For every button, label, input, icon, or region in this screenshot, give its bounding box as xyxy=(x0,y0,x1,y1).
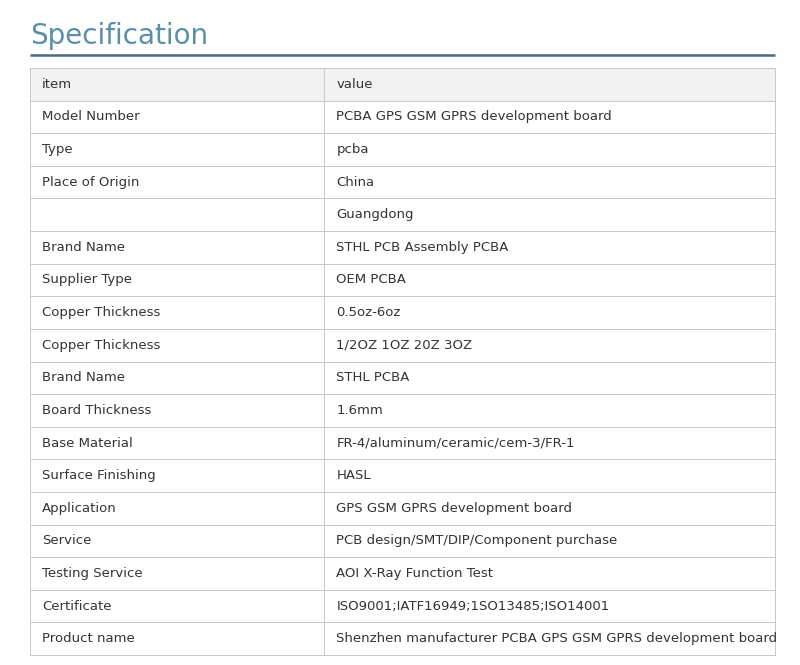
Bar xyxy=(324,231,775,263)
Bar xyxy=(324,525,775,557)
Bar xyxy=(324,427,775,460)
Text: value: value xyxy=(336,78,373,91)
Bar xyxy=(324,394,775,427)
Bar xyxy=(324,329,775,362)
Text: Service: Service xyxy=(42,535,91,547)
Bar xyxy=(30,622,324,655)
Bar xyxy=(324,68,775,100)
Bar xyxy=(30,166,324,198)
Bar xyxy=(30,263,324,297)
Bar xyxy=(324,460,775,492)
Bar xyxy=(30,329,324,362)
Text: PCB design/SMT/DIP/Component purchase: PCB design/SMT/DIP/Component purchase xyxy=(336,535,618,547)
Text: GPS GSM GPRS development board: GPS GSM GPRS development board xyxy=(336,502,572,515)
Text: Brand Name: Brand Name xyxy=(42,241,125,254)
Bar xyxy=(324,492,775,525)
Bar xyxy=(30,492,324,525)
Bar xyxy=(324,590,775,622)
Bar xyxy=(324,100,775,133)
Text: Certificate: Certificate xyxy=(42,600,111,612)
Text: Shenzhen manufacturer PCBA GPS GSM GPRS development board: Shenzhen manufacturer PCBA GPS GSM GPRS … xyxy=(336,632,778,645)
Text: Brand Name: Brand Name xyxy=(42,371,125,384)
Bar xyxy=(30,460,324,492)
Text: AOI X-Ray Function Test: AOI X-Ray Function Test xyxy=(336,567,494,580)
Bar xyxy=(30,297,324,329)
Text: item: item xyxy=(42,78,72,91)
Text: Base Material: Base Material xyxy=(42,436,133,450)
Text: 0.5oz-6oz: 0.5oz-6oz xyxy=(336,306,401,319)
Bar xyxy=(324,198,775,231)
Bar xyxy=(324,166,775,198)
Text: Specification: Specification xyxy=(30,22,208,50)
Text: Supplier Type: Supplier Type xyxy=(42,273,132,287)
Bar xyxy=(30,231,324,263)
Bar xyxy=(30,557,324,590)
Text: Product name: Product name xyxy=(42,632,134,645)
Text: ISO9001;IATF16949;1SO13485;ISO14001: ISO9001;IATF16949;1SO13485;ISO14001 xyxy=(336,600,610,612)
Text: Copper Thickness: Copper Thickness xyxy=(42,306,160,319)
Bar xyxy=(30,590,324,622)
Bar xyxy=(324,133,775,166)
Text: Type: Type xyxy=(42,143,73,156)
Bar xyxy=(30,68,324,100)
Text: Application: Application xyxy=(42,502,117,515)
Text: STHL PCB Assembly PCBA: STHL PCB Assembly PCBA xyxy=(336,241,509,254)
Text: Copper Thickness: Copper Thickness xyxy=(42,338,160,352)
Bar xyxy=(324,263,775,297)
Text: FR-4/aluminum/ceramic/cem-3/FR-1: FR-4/aluminum/ceramic/cem-3/FR-1 xyxy=(336,436,574,450)
Text: Model Number: Model Number xyxy=(42,110,140,124)
Bar xyxy=(30,198,324,231)
Text: 1.6mm: 1.6mm xyxy=(336,404,383,417)
Bar xyxy=(30,525,324,557)
Text: Surface Finishing: Surface Finishing xyxy=(42,469,156,482)
Bar xyxy=(30,100,324,133)
Bar xyxy=(30,362,324,394)
Bar xyxy=(30,133,324,166)
Text: STHL PCBA: STHL PCBA xyxy=(336,371,410,384)
Bar xyxy=(30,427,324,460)
Text: Board Thickness: Board Thickness xyxy=(42,404,151,417)
Text: PCBA GPS GSM GPRS development board: PCBA GPS GSM GPRS development board xyxy=(336,110,612,124)
Bar xyxy=(324,622,775,655)
Text: Guangdong: Guangdong xyxy=(336,208,414,221)
Text: Place of Origin: Place of Origin xyxy=(42,176,139,189)
Text: Testing Service: Testing Service xyxy=(42,567,142,580)
Text: pcba: pcba xyxy=(336,143,369,156)
Bar xyxy=(324,362,775,394)
Bar xyxy=(324,297,775,329)
Text: 1/2OZ 1OZ 20Z 3OZ: 1/2OZ 1OZ 20Z 3OZ xyxy=(336,338,472,352)
Text: OEM PCBA: OEM PCBA xyxy=(336,273,406,287)
Text: China: China xyxy=(336,176,374,189)
Bar xyxy=(324,557,775,590)
Bar xyxy=(30,394,324,427)
Text: HASL: HASL xyxy=(336,469,371,482)
